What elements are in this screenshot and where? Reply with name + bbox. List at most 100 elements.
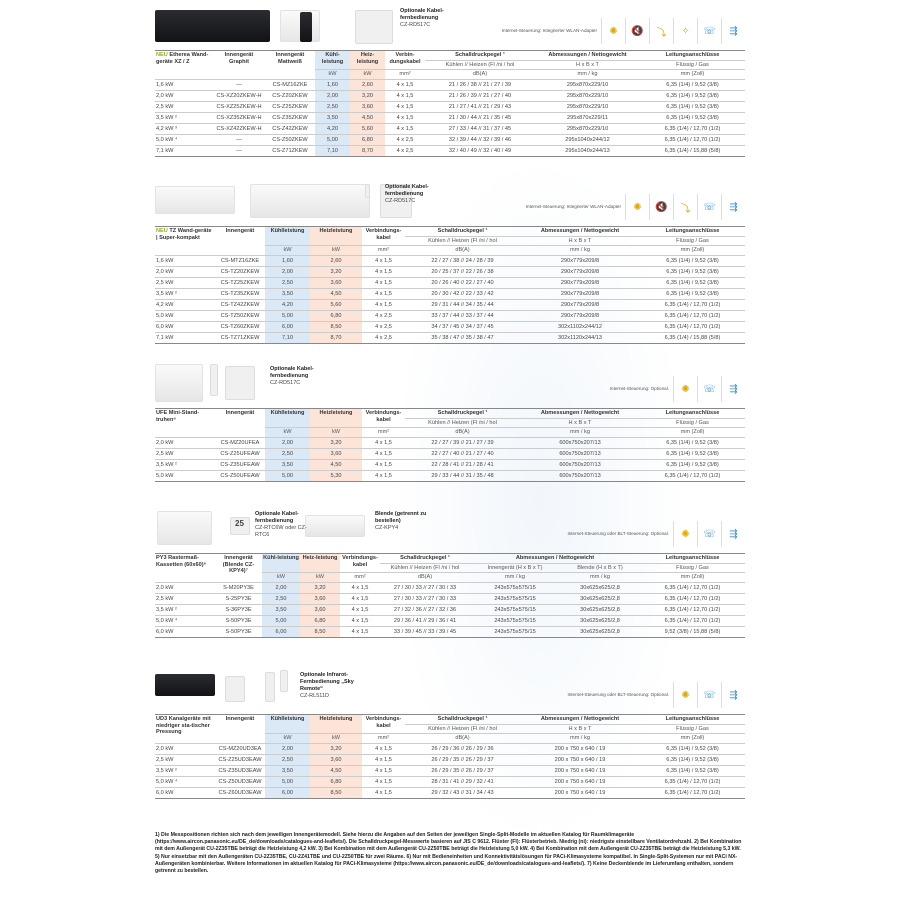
column-unit: kW (315, 69, 350, 79)
value-cell: 1,60 (265, 254, 310, 266)
column-header: Schalldruckpegel ¹ (437, 716, 488, 722)
product-images: Optionale Kabel-fernbedienung CZ-RD517C In… (155, 180, 745, 220)
value-cell: 200 x 750 x 640 / 19 (520, 742, 640, 754)
value-cell: 3,50 (262, 603, 300, 615)
value-cell: 3,60 (300, 592, 340, 604)
value-cell: 6,35 (1/4) / 12,70 (1/2) (640, 603, 745, 615)
value-cell: 6,35 (1/4) / 9,52 (3/8) (640, 276, 745, 288)
value-cell: 20 / 26 / 40 // 22 / 27 / 40 (405, 276, 520, 288)
remote-caption: Optionale Kabel-fernbedienung CZ-RTC6W od… (255, 511, 315, 539)
value-cell: 2,50 (265, 276, 310, 288)
section-xz: Optionale Kabel-fernbedienung CZ-RD517C In… (155, 4, 745, 157)
value-cell: 2,00 (265, 265, 310, 277)
value-cell: 20 / 30 / 42 // 22 / 33 / 42 (405, 287, 520, 299)
column-unit: mm² (362, 427, 405, 437)
value-cell: 6,35 (1/4) / 12,70 (1/2) (640, 309, 745, 321)
value-cell: 4 x 1,5 (340, 581, 380, 593)
value-cell: 6,35 (1/4) / 12,70 (1/2) (640, 614, 745, 626)
value-cell: 6,35 (1/4) / 9,52 (3/8) (640, 89, 745, 101)
value-cell: CS-Z25UFEAW (215, 447, 265, 459)
value-cell: 28 / 31 / 41 // 29 / 32 / 41 (405, 775, 520, 787)
remote-caption: Optionale Kabel-fernbedienung CZ-RD517C (385, 184, 445, 205)
value-cell: CS-Z35ZKEW (265, 111, 315, 123)
value-cell: 6,35 (1/4) / 9,52 (3/8) (640, 458, 745, 470)
value-cell: 6,35 (1/4) / 15,88 (5/8) (640, 144, 745, 157)
value-cell: 6,35 (1/4) / 12,70 (1/2) (640, 320, 745, 332)
value-cell: 26 / 29 / 35 // 26 / 29 / 37 (405, 753, 520, 765)
value-cell: 3,20 (310, 436, 362, 448)
column-header: Heizleistung (310, 226, 362, 246)
value-cell: 29 / 32 / 43 // 31 / 34 / 43 (405, 786, 520, 799)
column-header: Abmessungen / Nettogewicht (515, 555, 595, 561)
value-cell: CS-TZ60ZKEW (215, 320, 265, 332)
value-cell: 1,60 (315, 78, 350, 90)
value-cell: CS-Z20ZKEW (265, 89, 315, 101)
column-header: Heiz-leistung (350, 50, 385, 70)
capacity-cell: 5,0 kW ⁴ (155, 775, 215, 787)
product-image (250, 184, 370, 218)
table-row: 4,2 kW ³ CS-XZ42ZKEW-H CS-Z42ZKEW 4,20 5,60 4… (155, 122, 745, 134)
caption-model: CZ-RD517C (270, 380, 301, 386)
column-header: Schalldruckpegel ¹ (400, 555, 450, 561)
value-cell: CS-MZ20UD3EA (215, 742, 265, 754)
unit-row: kW kW mm² dB(A) mm / kg mm (Zoll) (155, 69, 745, 79)
feature-icons: Internet-Steuerung oder BLT-Steuerung: O… (567, 682, 745, 708)
value-cell: 290x779x209/8 (520, 298, 640, 310)
capacity-cell: 5,0 kW (155, 469, 215, 482)
value-cell: 30x625x625/2,8 (560, 625, 640, 638)
value-cell: 27 / 30 / 33 // 27 / 30 / 33 (380, 592, 470, 604)
column-unit: kW (310, 733, 362, 743)
value-cell: 4 x 1,5 (385, 100, 425, 112)
capacity-cell: 4,2 kW (155, 298, 215, 310)
caption-title: Blende (getrennt zu bestellen) (375, 511, 427, 524)
product-image (155, 674, 215, 696)
column-header: Kühlleistung (265, 408, 310, 428)
capacity-cell: 1,6 kW (155, 78, 213, 90)
value-cell: CS-Z42ZKEW (265, 122, 315, 134)
value-cell: 3,60 (310, 447, 362, 459)
column-unit: kW (265, 427, 310, 437)
value-cell: 290x779x209/8 (520, 265, 640, 277)
value-cell: 295x870x229/10 (535, 78, 640, 90)
table-row: 2,0 kW S-M20PY3E 2,00 3,20 4 x 1,5 27 / 30 / … (155, 581, 745, 593)
product-image (210, 364, 218, 396)
column-unit: dB(A) (405, 427, 520, 437)
value-cell: 33 / 39 / 45 // 33 / 39 / 45 (380, 625, 470, 638)
value-cell: 6,35 (1/4) / 12,70 (1/2) (640, 122, 745, 134)
table-row: 5,0 kW CS-Z50UFEAW 5,00 5,30 4 x 1,5 29 / 33 … (155, 469, 745, 482)
value-cell: CS-MZ16ZKE (265, 78, 315, 90)
value-cell: 6,80 (350, 133, 385, 145)
column-subheader: Flüssig / Gas (640, 562, 745, 573)
internet-control-note: Internet-Steuerung: Integrierter WLAN-Ad… (501, 28, 597, 33)
value-cell: 32 / 39 / 44 // 32 / 39 / 46 (425, 133, 535, 145)
value-cell: 4 x 1,5 (340, 625, 380, 638)
value-cell: 9,52 (3/8) / 15,88 (5/8) (640, 625, 745, 638)
value-cell: 6,35 (1/4) / 9,52 (3/8) (640, 287, 745, 299)
series-name: PY3 Rastermaß-Kassetten (60x60)⁶ (156, 555, 207, 568)
product-images: 25 Optionale Kabel-fernbedienung CZ-RTC6W … (155, 507, 745, 547)
column-header: Leitungsanschlüsse (665, 716, 720, 722)
value-cell: 2,50 (265, 447, 310, 459)
value-cell: 4 x 1,5 (362, 276, 405, 288)
value-cell: S-36PY3E (215, 603, 262, 615)
product-image (157, 511, 212, 545)
value-cell: 4 x 1,5 (340, 603, 380, 615)
value-cell: 6,00 (265, 786, 310, 799)
column-unit: kW (310, 427, 362, 437)
caption-title: Optionale Kabel-fernbedienung (400, 8, 444, 21)
value-cell: 21 / 26 / 39 // 21 / 27 / 40 (425, 89, 535, 101)
value-cell: 4 x 1,5 (362, 436, 405, 448)
column-header: Leitungsanschlüsse (665, 52, 720, 58)
value-cell: 295x1040x244/12 (535, 133, 640, 145)
value-cell: 243x575x575/15 (470, 614, 560, 626)
table-row: 6,0 kW CS-TZ60ZKEW 6,00 8,50 4 x 2,5 34 / 37 … (155, 320, 745, 332)
value-cell: 33 / 37 / 44 // 33 / 37 / 44 (405, 309, 520, 321)
capacity-cell: 2,5 kW (155, 753, 215, 765)
table-row: 5,0 kW ⁴ S-50PY3E 5,00 6,80 4 x 1,5 29 / 36 /… (155, 614, 745, 626)
spec-table: PY3 Rastermaß-Kassetten (60x60)⁶ Innenger… (155, 553, 745, 638)
series-title: NEU Etherea Wand-geräte XZ / Z (155, 51, 213, 80)
wlan-hand-icon: ☏ (697, 682, 721, 708)
column-unit: mm (Zoll) (640, 69, 745, 79)
